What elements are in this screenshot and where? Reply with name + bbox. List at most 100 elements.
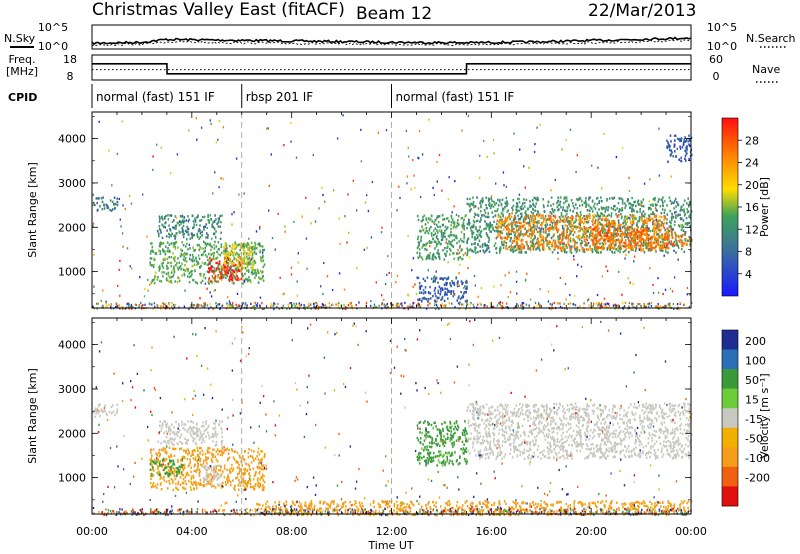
- heatmap-cell: [674, 237, 677, 240]
- heatmap-cell: [210, 218, 213, 221]
- heatmap-noise: [259, 306, 261, 309]
- heatmap-cell: [666, 222, 668, 225]
- heatmap-cell: [213, 232, 216, 235]
- heatmap-cell: [671, 235, 674, 238]
- heatmap-cell: [223, 246, 225, 249]
- heatmap-noise: [92, 305, 94, 308]
- heatmap-cell: [162, 449, 164, 452]
- heatmap-speckle: [505, 302, 508, 305]
- heatmap-cell: [605, 231, 608, 234]
- heatmap-cell: [585, 237, 588, 240]
- heatmap-cell: [183, 215, 186, 219]
- heatmap-cell: [675, 200, 678, 204]
- heatmap-cell: [592, 214, 594, 217]
- heatmap-cell: [240, 468, 242, 471]
- heatmap-cell: [236, 251, 238, 255]
- heatmap-cell: [478, 239, 481, 242]
- heatmap-speckle: [652, 292, 655, 295]
- heatmap-cell: [598, 217, 601, 220]
- heatmap-noise: [608, 302, 610, 306]
- heatmap-cell: [549, 229, 551, 232]
- heatmap-speckle: [621, 293, 623, 296]
- heatmap-noise: [392, 303, 394, 307]
- heatmap-cell: [517, 228, 520, 232]
- heatmap-cell: [639, 249, 642, 252]
- heatmap-cell: [620, 216, 623, 220]
- heatmap-cell: [629, 239, 632, 243]
- heatmap-cell: [433, 221, 435, 224]
- heatmap-cell: [174, 246, 177, 249]
- heatmap-cell: [666, 238, 669, 241]
- heatmap-cell: [484, 244, 486, 247]
- heatmap-cell: [484, 220, 486, 223]
- heatmap-noise: [643, 305, 645, 309]
- heatmap-cell: [618, 208, 621, 211]
- heatmap-cell: [236, 466, 239, 469]
- heatmap-noise: [231, 305, 233, 308]
- heatmap-cell: [434, 218, 437, 222]
- heatmap-speckle: [337, 302, 339, 305]
- heatmap-noise: [318, 306, 321, 309]
- heatmap-cell: [259, 249, 262, 252]
- heatmap-cell: [536, 225, 538, 228]
- heatmap-noise: [647, 302, 649, 306]
- heatmap-cell: [181, 262, 183, 265]
- heatmap-cell: [187, 227, 190, 231]
- heatmap-noise: [657, 305, 660, 308]
- heatmap-cell: [153, 257, 156, 260]
- heatmap-cell: [177, 466, 180, 470]
- heatmap-cell: [689, 201, 691, 205]
- heatmap-cell: [530, 230, 533, 233]
- heatmap-cell: [595, 219, 597, 222]
- heatmap-cell: [603, 214, 606, 217]
- heatmap-cell: [444, 235, 446, 238]
- heatmap-cell: [425, 217, 427, 220]
- heatmap-cell: [194, 218, 197, 222]
- heatmap-cell: [589, 196, 591, 199]
- heatmap-cell: [569, 240, 572, 243]
- heatmap-cell: [465, 279, 468, 283]
- heatmap-cell: [435, 223, 438, 227]
- heatmap-cell: [435, 245, 438, 248]
- heatmap-cell: [159, 252, 162, 256]
- heatmap-noise: [528, 304, 530, 307]
- heatmap-cell: [686, 223, 689, 226]
- heatmap-speckle: [663, 254, 665, 257]
- heatmap-cell: [437, 252, 439, 255]
- heatmap-noise: [351, 305, 353, 308]
- heatmap-cell: [229, 481, 232, 484]
- heatmap-cell: [584, 243, 586, 247]
- heatmap-cell: [686, 208, 688, 211]
- heatmap-cell: [677, 234, 680, 238]
- heatmap-speckle: [298, 302, 300, 305]
- heatmap-noise: [253, 308, 256, 311]
- heatmap-cell: [167, 279, 169, 283]
- heatmap-cell: [683, 208, 685, 211]
- heatmap-cell: [209, 269, 211, 272]
- heatmap-cell: [189, 257, 191, 260]
- heatmap-cell: [442, 234, 445, 237]
- heatmap-cell: [670, 227, 673, 230]
- heatmap-cell: [159, 483, 162, 486]
- heatmap-cell: [558, 246, 560, 249]
- heatmap-cell: [641, 243, 643, 246]
- heatmap-cell: [198, 483, 201, 486]
- heatmap-noise: [539, 304, 541, 307]
- heatmap-noise: [210, 306, 212, 309]
- heatmap-cell: [96, 201, 98, 205]
- heatmap-cell: [562, 208, 564, 212]
- heatmap-cell: [513, 227, 515, 231]
- heatmap-cell: [507, 224, 509, 227]
- heatmap-cell: [610, 246, 613, 250]
- heatmap-cell: [666, 213, 669, 216]
- heatmap-speckle: [587, 299, 589, 302]
- heatmap-noise: [122, 307, 124, 311]
- heatmap-cell: [613, 233, 615, 236]
- heatmap-cell: [193, 233, 196, 237]
- heatmap-cell: [617, 224, 620, 227]
- heatmap-cell: [673, 134, 676, 137]
- cpid-mode-label: rbsp 201 IF: [246, 90, 313, 104]
- heatmap-speckle: [352, 179, 354, 182]
- heatmap-cell: [580, 213, 582, 217]
- heatmap-cell: [215, 267, 218, 270]
